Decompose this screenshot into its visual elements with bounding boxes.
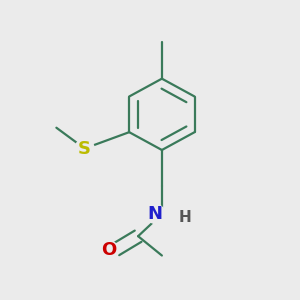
Text: N: N [148,205,163,223]
Circle shape [75,139,94,158]
Circle shape [146,204,165,224]
Text: H: H [178,210,191,225]
Text: S: S [78,140,91,158]
Circle shape [100,241,118,260]
Text: O: O [101,242,117,260]
